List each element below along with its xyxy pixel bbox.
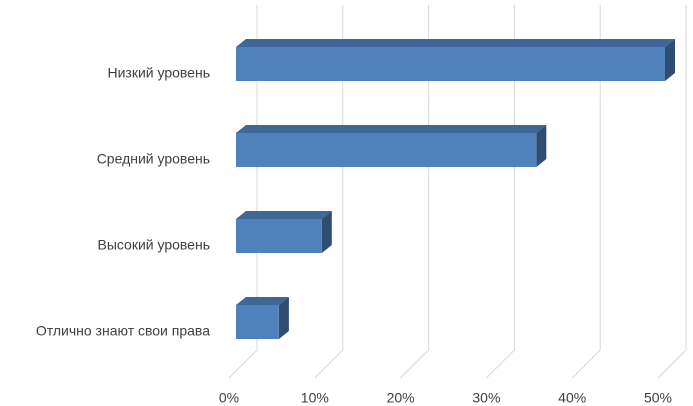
y-tick-label: Низкий уровень	[107, 65, 210, 81]
x-tick-label: 10%	[301, 390, 329, 406]
bar	[236, 219, 322, 253]
x-tick-label: 30%	[472, 390, 500, 406]
y-tick-label: Отлично знают свои права	[36, 323, 210, 339]
bar-side	[278, 297, 289, 339]
bar-side	[321, 211, 332, 253]
bar	[236, 47, 665, 81]
bar-side	[536, 125, 547, 167]
x-tick-label: 50%	[644, 390, 672, 406]
grid-line	[228, 5, 258, 379]
x-tick-label: 0%	[219, 390, 239, 406]
bar	[236, 133, 537, 167]
grid-line	[400, 5, 430, 379]
bar	[236, 305, 279, 339]
grid-line	[657, 5, 687, 379]
grid-line	[314, 5, 344, 379]
bar-top	[236, 125, 547, 133]
bar-side	[665, 39, 675, 81]
y-tick-label: Средний уровень	[97, 151, 210, 167]
x-tick-label: 40%	[558, 390, 586, 406]
bar-top	[236, 211, 332, 219]
bar-top	[236, 297, 289, 305]
y-tick-label: Высокий уровень	[97, 237, 210, 253]
x-tick-label: 20%	[387, 390, 415, 406]
grid-line	[486, 5, 515, 379]
bar-top	[236, 39, 675, 47]
grid-line	[571, 5, 601, 379]
